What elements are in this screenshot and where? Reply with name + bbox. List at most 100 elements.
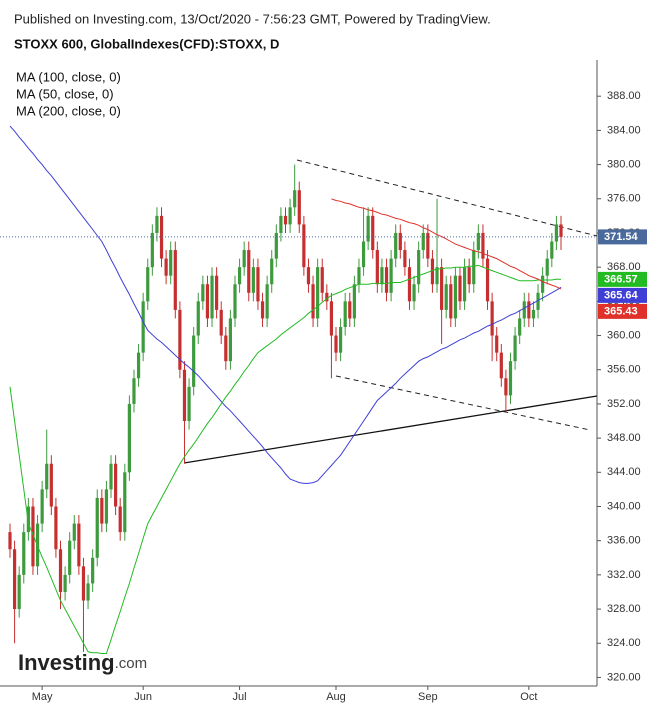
candle-body	[178, 309, 182, 370]
candle-body	[169, 250, 173, 276]
candle-body	[316, 267, 320, 319]
candle-body	[435, 267, 439, 285]
candle-body	[91, 557, 95, 584]
candle-body	[54, 506, 58, 550]
y-tick-label: 388.00	[607, 90, 641, 102]
candle-body	[8, 532, 12, 550]
y-tick-label: 328.00	[607, 603, 641, 615]
candle-body	[485, 258, 490, 302]
trend-line	[296, 159, 598, 237]
candle-body	[421, 232, 425, 251]
legend-entry: MA (200, close, 0)	[16, 103, 121, 118]
y-tick-label: 340.00	[607, 500, 641, 512]
candle-body	[407, 267, 412, 302]
candle-body	[127, 403, 131, 473]
candle-body	[334, 335, 338, 353]
candle-body	[490, 301, 494, 336]
candle-body	[293, 190, 297, 208]
logo-name: Investing	[18, 650, 115, 675]
candle-body	[536, 292, 540, 310]
ma-line	[9, 264, 562, 654]
candle-body	[297, 190, 301, 225]
ma-line	[331, 198, 562, 290]
candle-body	[237, 267, 242, 285]
candle-body	[545, 258, 549, 276]
price-label: 365.64	[604, 289, 639, 301]
candle-body	[136, 352, 141, 379]
candle-body	[458, 275, 462, 302]
trend-line	[335, 375, 591, 431]
candle-body	[357, 267, 361, 285]
candle-body	[260, 301, 265, 319]
y-tick-label: 360.00	[607, 329, 641, 341]
price-label: 371.54	[604, 231, 639, 243]
candle-body	[384, 267, 389, 293]
candle-body	[86, 583, 90, 601]
chart-subtitle: STOXX 600, GlobalIndexes(CFD):STOXX, D	[14, 36, 279, 51]
y-tick-label: 336.00	[607, 535, 641, 547]
candle-body	[196, 301, 200, 336]
candle-body	[40, 489, 44, 524]
candle-body	[164, 258, 168, 276]
candle-body	[361, 241, 366, 268]
candle-body	[182, 369, 187, 422]
candle-body	[201, 284, 205, 302]
candle-body	[329, 301, 334, 336]
candle-body	[150, 232, 154, 268]
candle-body	[242, 250, 246, 268]
candle-body	[233, 284, 237, 319]
candle-body	[210, 275, 214, 319]
candle-body	[270, 258, 274, 285]
candle-body	[251, 267, 255, 293]
candle-body	[12, 549, 17, 610]
candle-body	[187, 386, 191, 422]
candle-body	[352, 284, 356, 319]
candle-body	[205, 284, 210, 319]
candle-body	[81, 566, 86, 601]
candle-body	[462, 267, 467, 302]
legend-entry: MA (100, close, 0)	[16, 69, 121, 84]
candle-body	[68, 540, 72, 575]
y-tick-label: 332.00	[607, 569, 641, 581]
price-label-box	[598, 229, 647, 245]
candle-body	[100, 497, 104, 524]
candle-body	[522, 301, 526, 319]
plot-area	[0, 125, 597, 654]
candle-body	[141, 301, 145, 353]
candle-body	[228, 318, 232, 362]
y-tick-label: 380.00	[607, 158, 641, 170]
candle-body	[371, 215, 375, 251]
candle-body	[265, 284, 269, 319]
candle-body	[444, 284, 448, 310]
candle-body	[159, 215, 164, 259]
candle-body	[49, 463, 53, 507]
candle-body	[398, 232, 402, 251]
candle-body	[215, 275, 219, 310]
logo-suffix: .com	[115, 655, 148, 672]
candle-body	[550, 241, 554, 259]
price-label: 365.43	[604, 305, 638, 317]
x-tick-label: Oct	[520, 691, 537, 703]
candle-body	[449, 284, 453, 319]
chart-title: Published on Investing.com, 13/Oct/2020 …	[14, 11, 491, 26]
y-tick-label: 376.00	[607, 193, 641, 205]
price-label-box	[598, 271, 647, 287]
candle-body	[63, 574, 67, 592]
candle-body	[22, 532, 26, 575]
candle-body	[26, 506, 30, 533]
price-label: 366.57	[604, 273, 638, 285]
candle-body	[274, 232, 278, 259]
candle-body	[541, 275, 545, 293]
candle-body	[495, 335, 499, 353]
y-tick-label: 348.00	[607, 432, 641, 444]
price-label-box	[598, 287, 647, 303]
candle-body	[453, 275, 457, 319]
candle-body	[118, 506, 122, 533]
candle-body	[430, 258, 435, 285]
trend-line	[183, 395, 598, 464]
candle-body	[554, 224, 559, 242]
candle-body	[279, 215, 283, 233]
candle-body	[283, 215, 288, 225]
candle-body	[348, 301, 352, 319]
